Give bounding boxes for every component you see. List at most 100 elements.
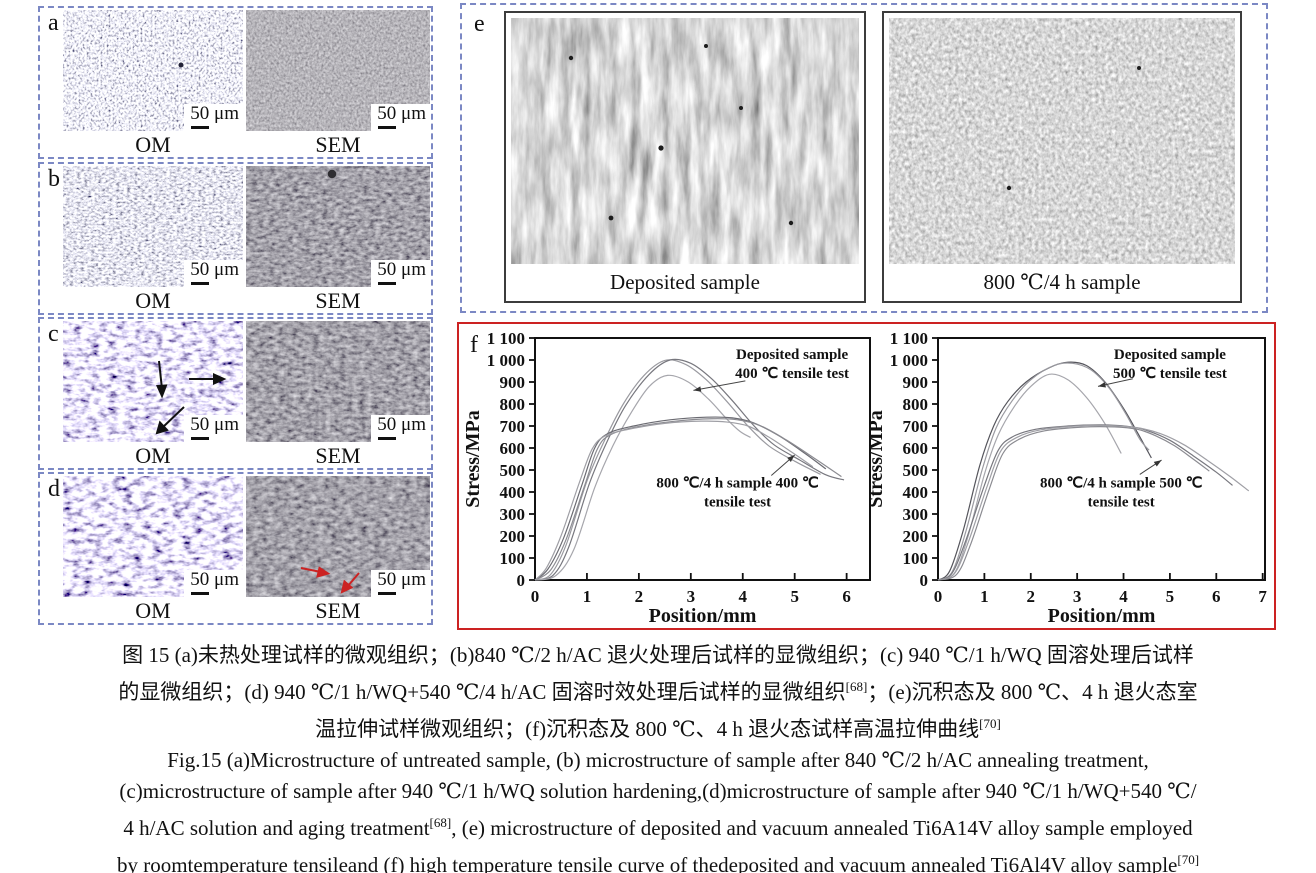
caption-en-line2: (c)microstructure of sample after 940 ℃/…: [119, 779, 1197, 803]
svg-text:900: 900: [903, 373, 929, 392]
scale-bar: 50 μm: [184, 260, 243, 287]
svg-text:5: 5: [1166, 587, 1175, 606]
micrograph-c-om: 50 μm: [63, 321, 243, 442]
om-caption: OM: [135, 132, 171, 157]
sem-caption: SEM: [315, 132, 361, 157]
scale-bar-line: [378, 437, 397, 440]
svg-text:1 100: 1 100: [487, 329, 525, 348]
scale-bar: 50 μm: [184, 415, 243, 442]
scale-bar-line: [191, 282, 210, 285]
reference-70: [70]: [1177, 852, 1200, 867]
scale-bar-label: 50 μm: [377, 414, 426, 435]
micrograph-c-sem: 50 μm: [246, 321, 430, 442]
panel-a: a 50 μm 50 μm OM SEM: [38, 6, 433, 159]
svg-text:3: 3: [1073, 587, 1082, 606]
micrograph-b-om: 50 μm: [63, 166, 243, 287]
annotation-arrows-black: [155, 360, 227, 435]
scale-bar-line: [378, 592, 397, 595]
svg-text:600: 600: [903, 439, 929, 458]
panel-c: c 50 μm 50 μm: [38, 317, 433, 470]
scale-bar-label: 50 μm: [190, 569, 239, 590]
svg-text:Position/mm: Position/mm: [649, 605, 757, 626]
sem-caption: SEM: [315, 288, 361, 313]
scale-bar: 50 μm: [184, 570, 243, 597]
scale-bar-label: 50 μm: [190, 259, 239, 280]
scale-bar: 50 μm: [371, 415, 430, 442]
svg-text:7: 7: [1258, 587, 1267, 606]
scale-bar-label: 50 μm: [377, 259, 426, 280]
svg-text:2: 2: [635, 587, 644, 606]
svg-text:300: 300: [903, 505, 929, 524]
scale-bar-label: 50 μm: [377, 569, 426, 590]
svg-text:0: 0: [920, 571, 929, 590]
svg-text:6: 6: [842, 587, 851, 606]
panel-d: d 50 μm 50 μm: [38, 472, 433, 625]
svg-text:800: 800: [903, 395, 929, 414]
reference-68: [68]: [845, 679, 868, 694]
caption-cn-line1: 图 15 (a)未热处理试样的微观组织；(b)840 ℃/2 h/AC 退火处理…: [122, 643, 1194, 667]
svg-text:Stress/MPa: Stress/MPa: [865, 410, 887, 507]
caption-en-line1: Fig.15 (a)Microstructure of untreated sa…: [167, 748, 1149, 772]
om-caption: OM: [135, 443, 171, 468]
micrograph-d-om: 50 μm: [63, 476, 243, 597]
micrograph-d-sem: 50 μm: [246, 476, 430, 597]
svg-text:300: 300: [500, 505, 526, 524]
om-caption: OM: [135, 598, 171, 623]
svg-text:1: 1: [980, 587, 989, 606]
micrograph-texture: [889, 18, 1235, 264]
micrograph-b-sem: 50 μm: [246, 166, 430, 287]
scale-bar: 50 μm: [371, 260, 430, 287]
svg-text:200: 200: [903, 527, 929, 546]
svg-text:6: 6: [1212, 587, 1221, 606]
svg-text:800 ℃/4 h sample 500 ℃: 800 ℃/4 h sample 500 ℃: [1040, 476, 1203, 492]
svg-text:500: 500: [500, 461, 526, 480]
scale-bar-line: [378, 282, 397, 285]
svg-text:3: 3: [687, 587, 696, 606]
svg-text:Deposited sample: Deposited sample: [736, 347, 848, 363]
scale-bar: 50 μm: [371, 570, 430, 597]
deposited-sample-caption: Deposited sample: [610, 270, 760, 294]
panel-f-letter: f: [470, 332, 478, 358]
panel-b: b 50 μm 50 μm OM SEM: [38, 162, 433, 315]
annotation-arrows-red: [300, 566, 360, 594]
om-caption: OM: [135, 288, 171, 313]
scale-bar: 50 μm: [371, 104, 430, 131]
caption-en-line4: by roomtemperature tensileand (f) high t…: [116, 852, 1200, 873]
svg-text:600: 600: [500, 439, 526, 458]
scale-bar-line: [378, 126, 397, 129]
panel-f: f 0 100 200 300 400 500 600 700 800 900 1 000 1 100…: [457, 322, 1276, 630]
svg-text:900: 900: [500, 373, 526, 392]
panel-b-letter: b: [48, 166, 60, 192]
svg-text:0: 0: [517, 571, 526, 590]
svg-text:100: 100: [500, 549, 526, 568]
svg-text:800 ℃/4 h sample 400 ℃: 800 ℃/4 h sample 400 ℃: [656, 476, 819, 492]
figure-caption: 图 15 (a)未热处理试样的微观组织；(b)840 ℃/2 h/AC 退火处理…: [0, 640, 1316, 873]
svg-text:400: 400: [903, 483, 929, 502]
micrograph-e-annealed: [889, 18, 1235, 264]
svg-text:4: 4: [739, 587, 748, 606]
svg-text:tensile test: tensile test: [1088, 495, 1155, 511]
micrograph-e-deposited: [511, 18, 859, 264]
svg-text:tensile test: tensile test: [704, 495, 771, 511]
svg-text:2: 2: [1027, 587, 1036, 606]
svg-text:1: 1: [583, 587, 592, 606]
panel-a-letter: a: [48, 10, 59, 36]
sem-caption: SEM: [315, 443, 361, 468]
scale-bar-label: 50 μm: [190, 103, 239, 124]
deposited-sample-micrograph: Deposited sample: [504, 11, 866, 303]
svg-text:700: 700: [500, 417, 526, 436]
svg-text:4: 4: [1119, 587, 1128, 606]
caption-en-line3: 4 h/AC solution and aging treatment[68],…: [123, 815, 1193, 840]
svg-text:Position/mm: Position/mm: [1048, 605, 1156, 626]
micrograph-a-sem: 50 μm: [246, 10, 430, 131]
panel-d-letter: d: [48, 476, 60, 502]
svg-text:800: 800: [500, 395, 526, 414]
panel-e: e Deposited sample: [460, 3, 1268, 313]
svg-text:1 100: 1 100: [890, 329, 928, 348]
svg-text:100: 100: [903, 549, 929, 568]
svg-text:200: 200: [500, 527, 526, 546]
svg-text:1 000: 1 000: [890, 351, 928, 370]
